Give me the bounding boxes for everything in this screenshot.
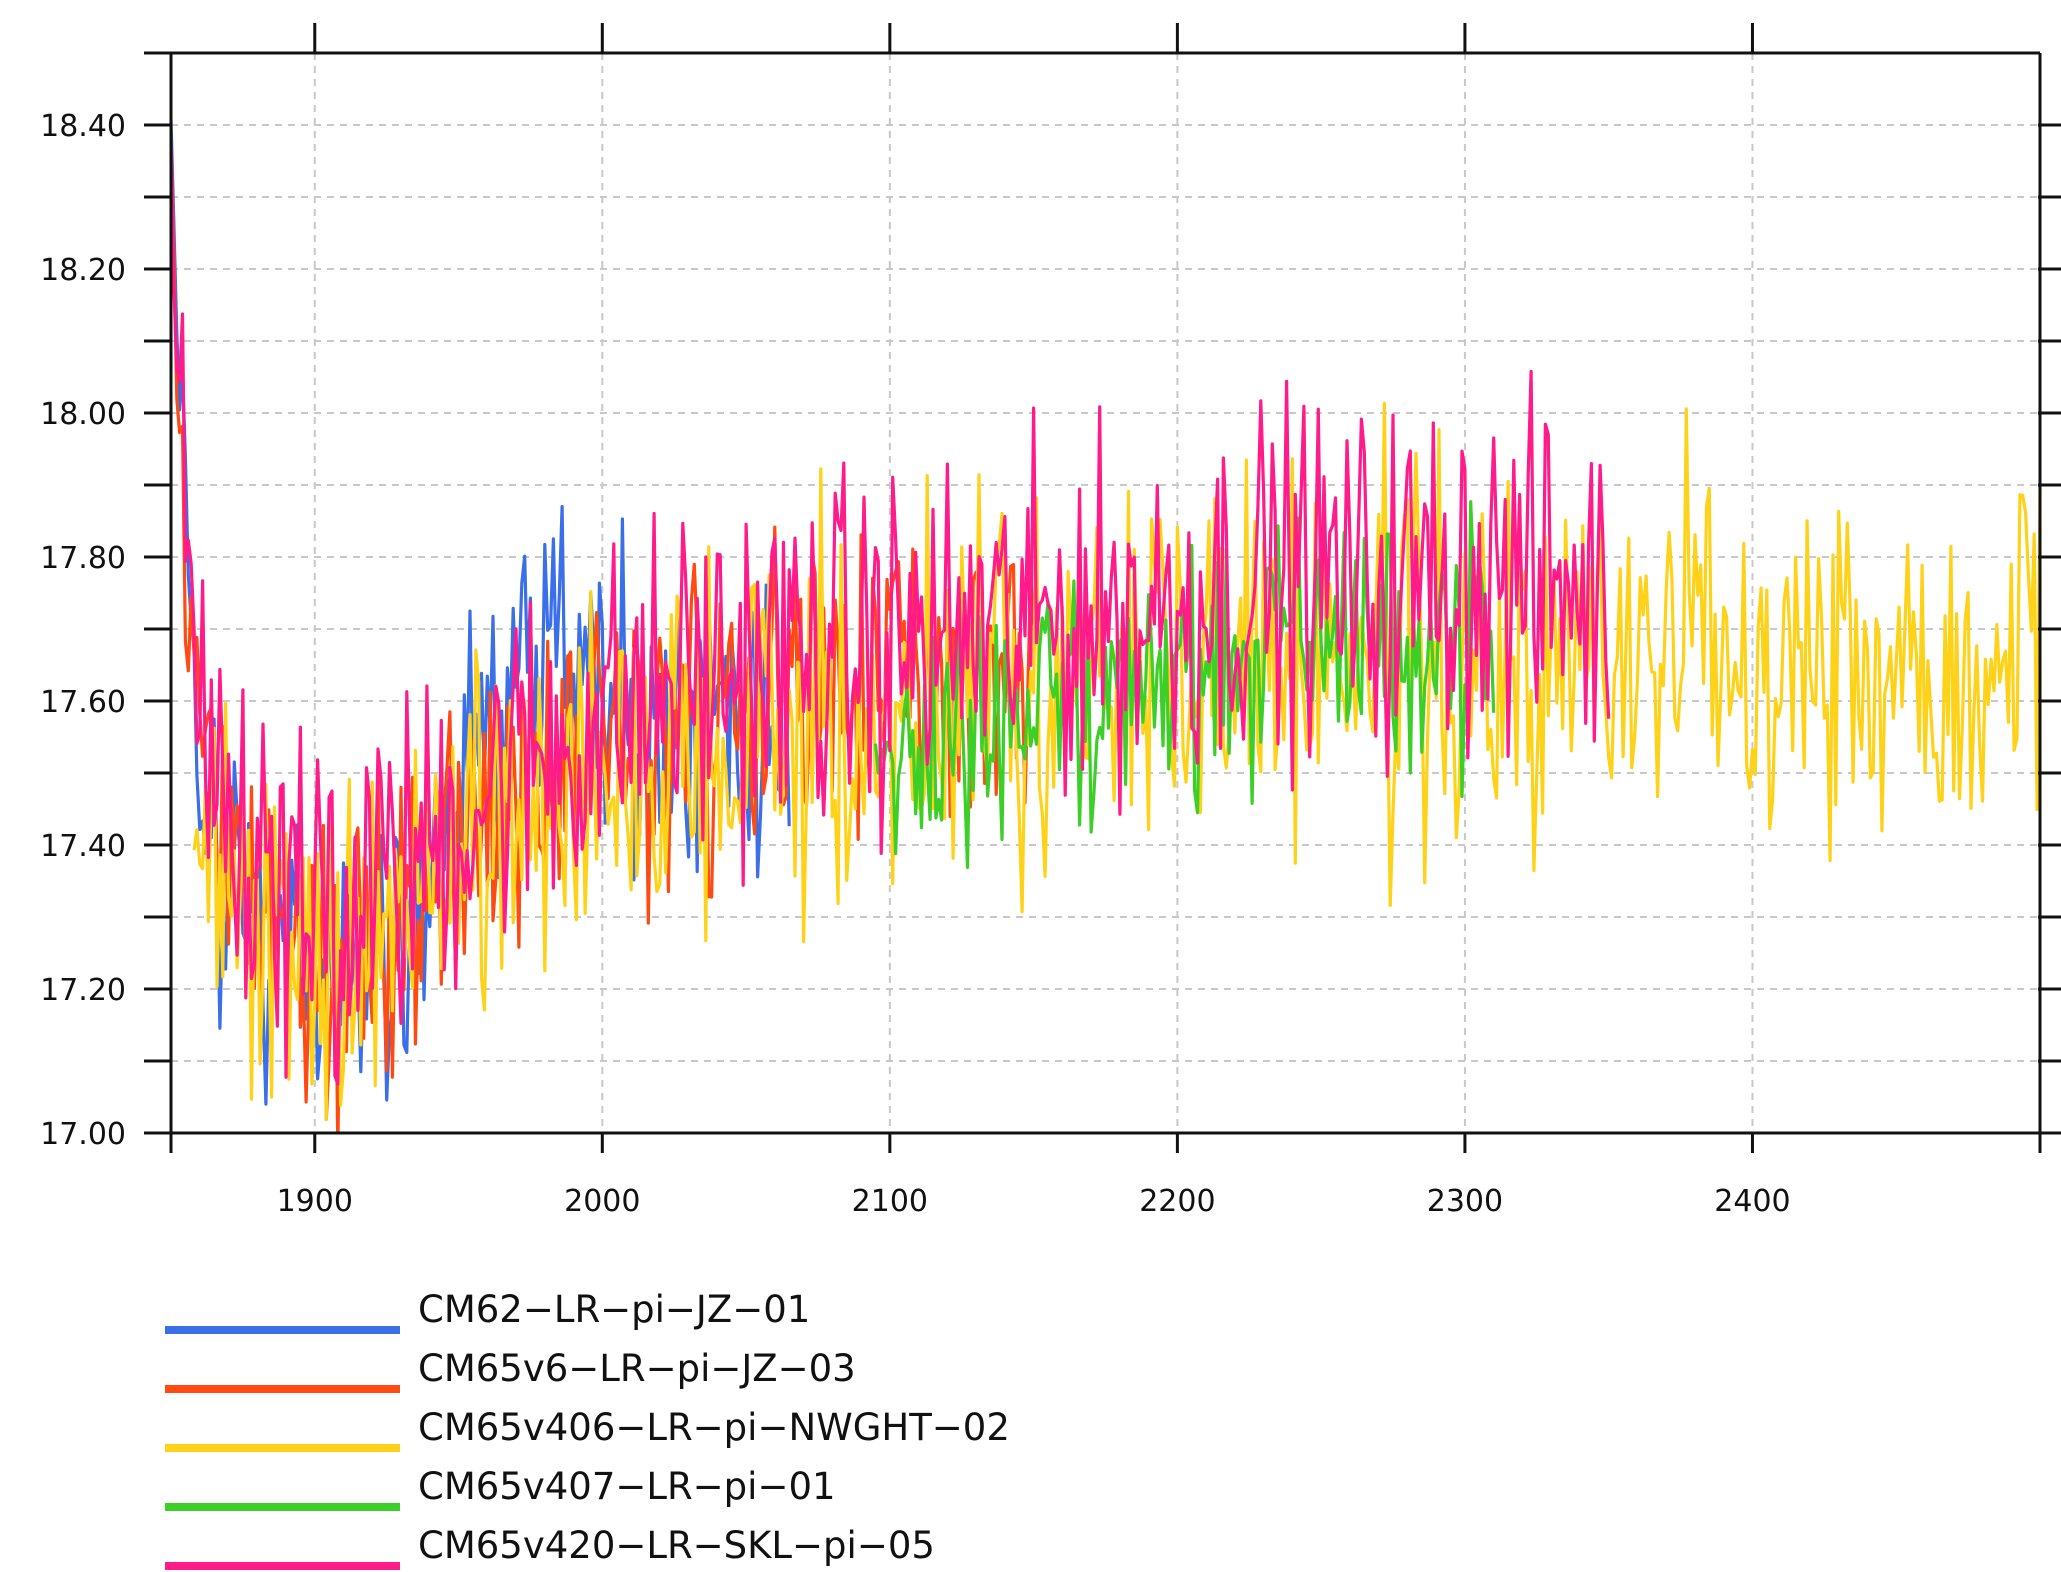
y-tick-label: 18.00 [40,397,126,432]
y-axis: 17.00 17.20 17.40 17.60 17.80 18.00 18.20 18.40 [40,51,2061,1152]
y-tick-label: 17.60 [40,685,126,720]
y-tick-label: 17.40 [40,829,126,864]
x-tick-label: 2200 [1139,1184,1215,1219]
x-tick-label: 2400 [1714,1184,1790,1219]
legend-label: CM65v407−LR−pi−01 [418,1465,836,1508]
y-tick-label: 17.00 [40,1117,126,1152]
legend-label: CM62−LR−pi−JZ−01 [418,1288,810,1331]
legend-label: CM65v406−LR−pi−NWGHT−02 [418,1406,1010,1449]
x-tick-label: 2000 [564,1184,640,1219]
legend-label: CM65v420−LR−SKL−pi−05 [418,1524,935,1567]
plot-frame [169,51,2042,1135]
series-line [192,401,2042,1121]
series-line [171,142,1611,1086]
x-axis: 1900 2000 2100 2200 2300 2400 [169,23,2042,1219]
y-tick-label: 17.20 [40,973,126,1008]
y-tick-label: 17.80 [40,541,126,576]
series-lines [171,120,2042,1133]
x-tick-label: 2100 [852,1184,928,1219]
legend-label: CM65v6−LR−pi−JZ−03 [418,1347,856,1390]
x-tick-label: 1900 [277,1184,353,1219]
y-tick-label: 18.20 [40,253,126,288]
y-tick-label: 18.40 [40,109,126,144]
x-tick-label: 2300 [1427,1184,1503,1219]
legend: CM62−LR−pi−JZ−01 CM65v6−LR−pi−JZ−03 CM65v4… [165,1288,1010,1570]
